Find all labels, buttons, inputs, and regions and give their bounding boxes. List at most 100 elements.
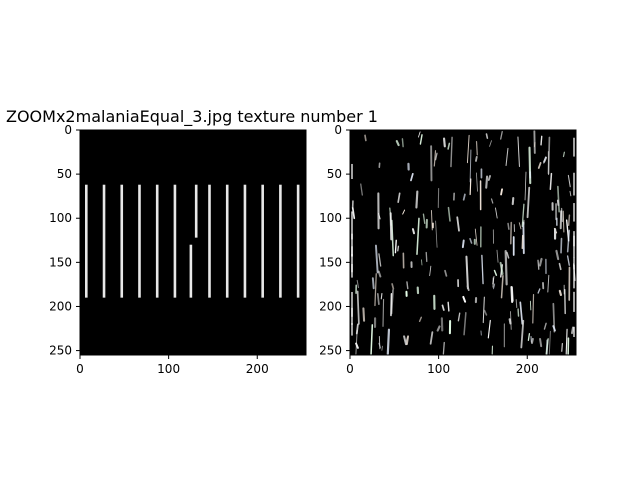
texture-streak [505,147,509,166]
texture-streak [463,312,467,336]
texture-streak [466,134,470,164]
texture-streak [462,193,466,201]
texture-streak [457,312,461,322]
y-tick-label: 200 [319,299,342,313]
texture-streak [510,285,514,303]
texture-streak [543,156,547,164]
stripe-bar [243,184,247,298]
stripe-bar [296,184,300,298]
texture-streak [548,330,551,355]
y-tick-label: 100 [319,211,342,225]
texture-streak [364,134,367,142]
texture-streak [485,175,489,189]
texture-streak [570,326,575,335]
texture-streak [418,131,421,138]
texture-streak [469,178,472,196]
texture-streak [482,296,485,324]
texture-streak [444,269,448,277]
texture-streak [386,328,391,356]
texture-streak [419,134,423,145]
texture-streak [405,335,410,346]
left-image-panel: 0 100 200 0 50 100 150 200 250 [49,123,307,376]
texture-streak [351,207,356,220]
texture-streak [376,293,380,305]
texture-streak [397,245,400,252]
texture-streak [509,221,513,245]
texture-streak [371,277,375,290]
y-tick-label: 0 [334,123,342,137]
texture-streak [490,198,494,204]
texture-streak [389,212,393,241]
texture-streak [418,316,422,323]
right-axes-frame [349,129,577,356]
texture-streak [447,206,451,222]
texture-streak [475,155,478,162]
y-tick-label: 50 [57,167,72,181]
texture-streak [406,281,409,290]
y-tick-label: 50 [327,167,342,181]
texture-streak [485,133,489,139]
texture-streak [461,239,465,249]
x-tick-label: 100 [157,362,180,376]
texture-streak [416,217,420,256]
x-tick-label: 200 [246,362,269,376]
stripe-bar [120,184,124,298]
x-tick-label: 200 [516,362,539,376]
texture-streak [552,325,556,332]
texture-streak [543,322,547,330]
texture-streak [533,141,536,148]
texture-streak [520,319,525,349]
texture-streak [496,249,499,263]
stripe-bar [155,184,159,298]
texture-streak [377,270,382,278]
texture-streak [447,301,450,312]
texture-streak [378,336,381,350]
texture-streak [422,213,426,224]
texture-streak [374,244,379,274]
texture-streak [493,269,498,276]
texture-streak [395,140,400,147]
texture-streak [391,219,395,257]
left-axes-frame [79,129,307,356]
texture-streak [450,136,453,168]
x-tick-label: 100 [427,362,450,376]
y-tick-label: 250 [319,344,342,358]
texture-streak [402,209,406,215]
stripe-bar [85,184,88,298]
texture-streak [527,333,531,342]
stripe-bar [138,184,141,298]
texture-streak [504,249,508,286]
texture-streak [532,293,535,324]
texture-streak [356,279,359,289]
texture-streak [524,171,527,201]
texture-streak [537,288,541,294]
x-tick-label: 0 [346,362,354,376]
texture-streak [518,222,522,230]
texture-streak [391,283,395,290]
right-x-axis: 0 100 200 [346,355,539,376]
texture-streak [382,298,385,327]
texture-streak [538,257,543,267]
y-tick-label: 0 [64,123,72,137]
texture-streak [547,136,551,175]
texture-streak [526,186,531,219]
texture-streak [381,345,383,351]
texture-streak [410,172,414,182]
texture-streak [562,210,565,233]
texture-streak [562,151,566,158]
texture-streak [487,319,491,339]
texture-streak [469,149,472,183]
left-x-axis: 0 100 200 [76,355,269,376]
texture-streak [508,318,512,325]
x-tick-label: 0 [76,362,84,376]
texture-streak [506,251,510,259]
texture-streak [415,190,419,209]
texture-streak [429,265,432,277]
texture-streak [556,199,560,207]
texture-streak [362,307,366,322]
texture-streak [547,274,550,293]
texture-streak [489,140,492,147]
texture-streak [492,276,495,285]
texture-streak [567,174,571,188]
